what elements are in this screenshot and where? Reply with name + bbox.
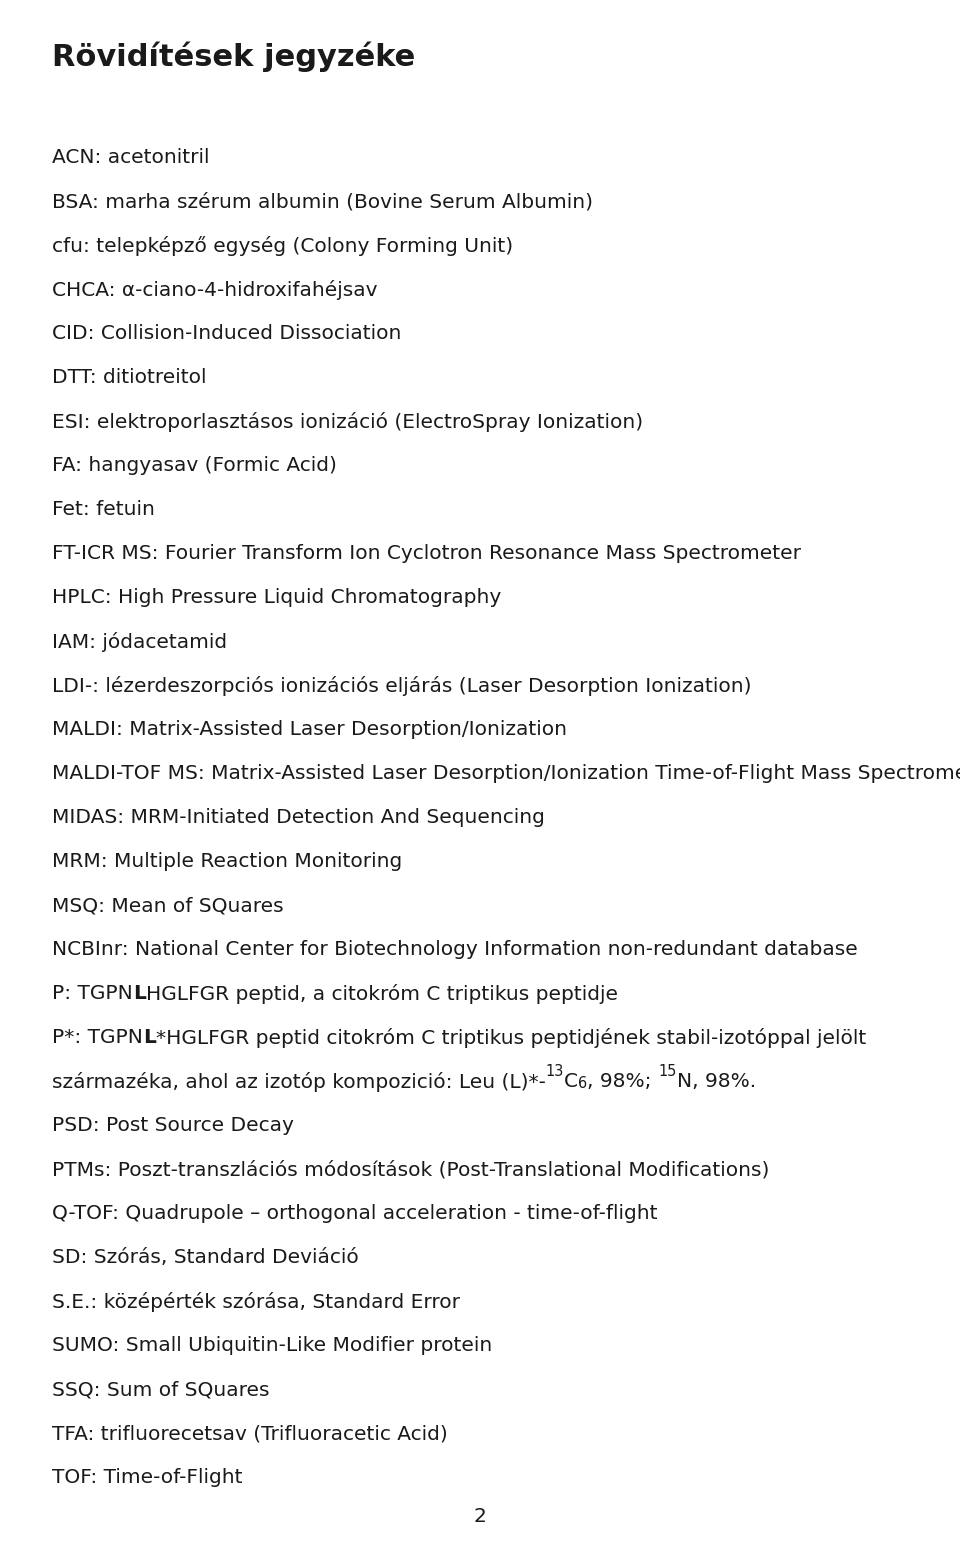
Text: LDI-: lézerdeszorpciós ionizációs eljárás (Laser Desorption Ionization): LDI-: lézerdeszorpciós ionizációs eljárá… [52,676,752,697]
Text: ACN: acetonitril: ACN: acetonitril [52,148,209,167]
Text: IAM: jódacetamid: IAM: jódacetamid [52,633,228,651]
Text: SD: Szórás, Standard Deviáció: SD: Szórás, Standard Deviáció [52,1248,359,1267]
Text: L: L [143,1028,156,1047]
Text: 13: 13 [546,1064,564,1079]
Text: Rövidítések jegyzéke: Rövidítések jegyzéke [52,42,416,72]
Text: MALDI: Matrix-Assisted Laser Desorption/Ionization: MALDI: Matrix-Assisted Laser Desorption/… [52,720,567,739]
Text: FT-ICR MS: Fourier Transform Ion Cyclotron Resonance Mass Spectrometer: FT-ICR MS: Fourier Transform Ion Cyclotr… [52,544,801,562]
Text: SUMO: Small Ubiquitin-Like Modifier protein: SUMO: Small Ubiquitin-Like Modifier prot… [52,1336,492,1354]
Text: TOF: Time-of-Flight: TOF: Time-of-Flight [52,1468,243,1487]
Text: BSA: marha szérum albumin (Bovine Serum Albumin): BSA: marha szérum albumin (Bovine Serum … [52,192,593,211]
Text: Fet: fetuin: Fet: fetuin [52,500,155,519]
Text: MALDI-TOF MS: Matrix-Assisted Laser Desorption/Ionization Time-of-Flight Mass Sp: MALDI-TOF MS: Matrix-Assisted Laser Deso… [52,764,960,783]
Text: HPLC: High Pressure Liquid Chromatography: HPLC: High Pressure Liquid Chromatograph… [52,587,501,608]
Text: 15: 15 [659,1064,677,1079]
Text: 6: 6 [578,1076,588,1090]
Text: SSQ: Sum of SQuares: SSQ: Sum of SQuares [52,1379,270,1400]
Text: P*: TGPN: P*: TGPN [52,1028,143,1047]
Text: N, 98%.: N, 98%. [677,1072,756,1090]
Text: PTMs: Poszt-transzlációs módosítások (Post-Translational Modifications): PTMs: Poszt-transzlációs módosítások (Po… [52,1161,769,1179]
Text: TFA: trifluorecetsav (Trifluoracetic Acid): TFA: trifluorecetsav (Trifluoracetic Aci… [52,1425,447,1443]
Text: , 98%;: , 98%; [588,1072,659,1090]
Text: MSQ: Mean of SQuares: MSQ: Mean of SQuares [52,897,283,915]
Text: HGLFGR peptid, a citokróm C triptikus peptidje: HGLFGR peptid, a citokróm C triptikus pe… [146,984,617,1004]
Text: ESI: elektroporlasztásos ionizáció (ElectroSpray Ionization): ESI: elektroporlasztásos ionizáció (Elec… [52,412,643,433]
Text: FA: hangyasav (Formic Acid): FA: hangyasav (Formic Acid) [52,456,337,475]
Text: Q-TOF: Quadrupole – orthogonal acceleration - time-of-flight: Q-TOF: Quadrupole – orthogonal accelerat… [52,1204,658,1223]
Text: CID: Collision-Induced Dissociation: CID: Collision-Induced Dissociation [52,323,401,344]
Text: S.E.: középérték szórása, Standard Error: S.E.: középérték szórása, Standard Error [52,1292,460,1312]
Text: 2: 2 [473,1507,487,1526]
Text: DTT: ditiotreitol: DTT: ditiotreitol [52,369,206,387]
Text: CHCA: α-ciano-4-hidroxifahéjsav: CHCA: α-ciano-4-hidroxifahéjsav [52,280,377,300]
Text: MRM: Multiple Reaction Monitoring: MRM: Multiple Reaction Monitoring [52,851,402,872]
Text: L: L [132,984,146,1003]
Text: NCBInr: National Center for Biotechnology Information non-redundant database: NCBInr: National Center for Biotechnolog… [52,940,857,959]
Text: P: TGPN: P: TGPN [52,984,132,1003]
Text: *HGLFGR peptid citokróm C triptikus peptidjének stabil-izotóppal jelölt: *HGLFGR peptid citokróm C triptikus pept… [156,1028,866,1048]
Text: PSD: Post Source Decay: PSD: Post Source Decay [52,1115,294,1136]
Text: C: C [564,1072,578,1090]
Text: származéka, ahol az izotóp kompozició: Leu (L)*-: származéka, ahol az izotóp kompozició: L… [52,1072,546,1092]
Text: cfu: telepképző egység (Colony Forming Unit): cfu: telepképző egység (Colony Forming U… [52,236,514,256]
Text: MIDAS: MRM-Initiated Detection And Sequencing: MIDAS: MRM-Initiated Detection And Seque… [52,808,545,826]
